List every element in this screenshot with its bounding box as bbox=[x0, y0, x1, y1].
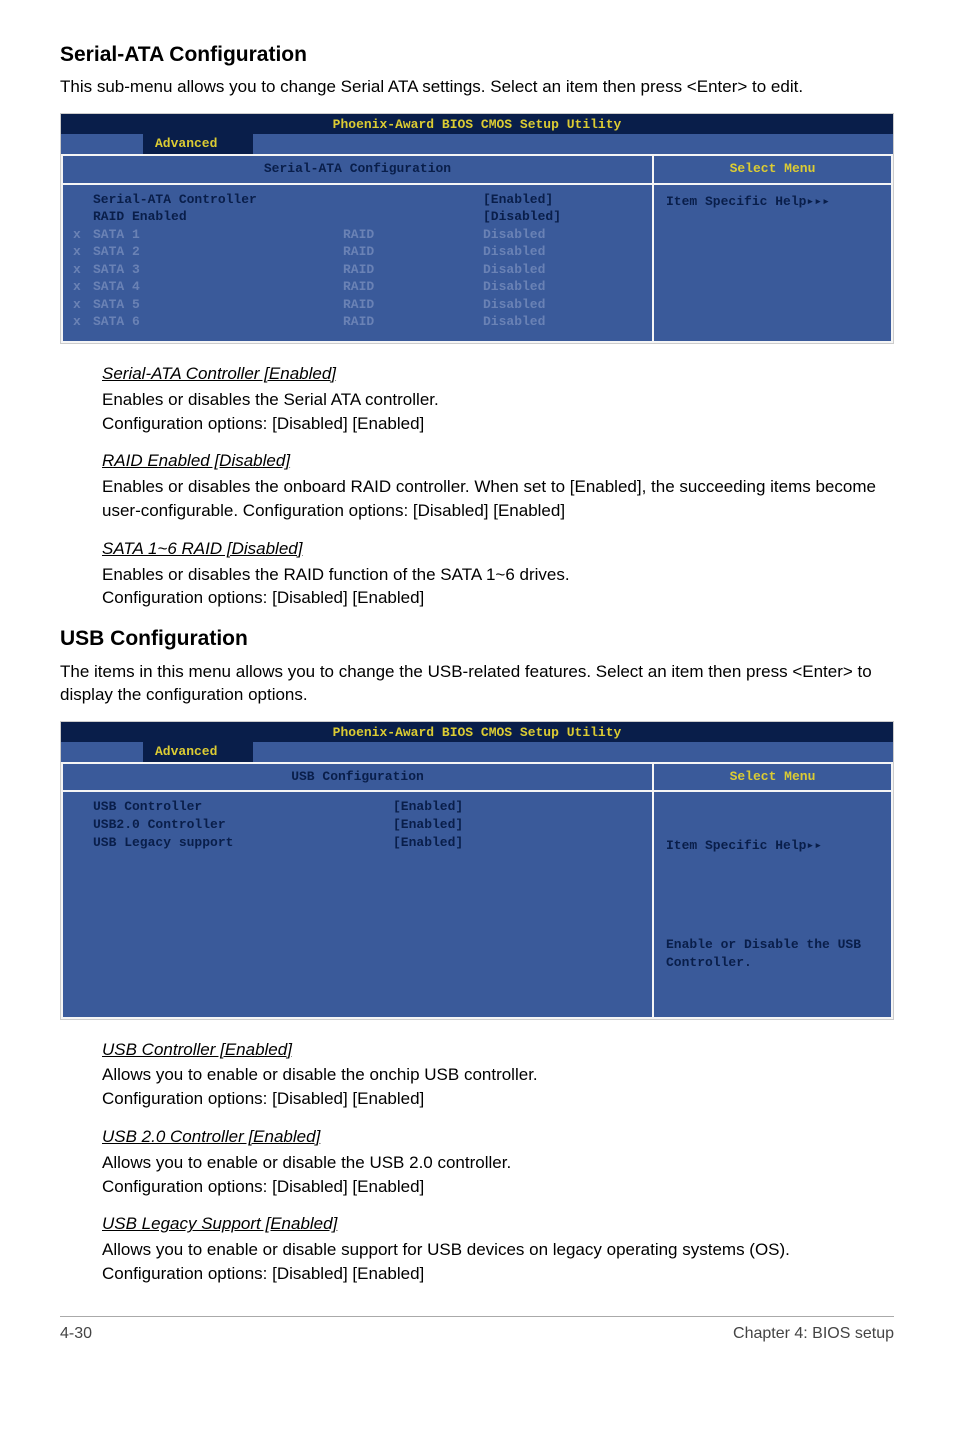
bios1-row: xSATA 5RAIDDisabled bbox=[73, 296, 642, 314]
section2-intro: The items in this menu allows you to cha… bbox=[60, 660, 894, 708]
bios-panel-sata: Phoenix-Award BIOS CMOS Setup Utility Ad… bbox=[60, 113, 894, 344]
bios2-title: Phoenix-Award BIOS CMOS Setup Utility bbox=[61, 722, 893, 742]
bios1-row: xSATA 6RAIDDisabled bbox=[73, 313, 642, 331]
bios2-help-line1: Item Specific Help▸▸ bbox=[666, 837, 879, 855]
bios2-active-tab: Advanced bbox=[143, 742, 253, 762]
explain-body: Enables or disables the RAID function of… bbox=[102, 563, 894, 611]
bios1-title: Phoenix-Award BIOS CMOS Setup Utility bbox=[61, 114, 893, 134]
bios1-tab-spacer bbox=[61, 134, 143, 154]
bios1-row: RAID Enabled[Disabled] bbox=[73, 208, 642, 226]
explain1: Serial-ATA Controller [Enabled]Enables o… bbox=[60, 362, 894, 610]
bios-panel-usb: Phoenix-Award BIOS CMOS Setup Utility Ad… bbox=[60, 721, 894, 1019]
bios2-help: Item Specific Help▸▸ Enable or Disable t… bbox=[654, 792, 891, 1016]
section2-title: USB Configuration bbox=[60, 624, 894, 653]
explain-body: Allows you to enable or disable the onch… bbox=[102, 1063, 894, 1111]
bios1-active-tab: Advanced bbox=[143, 134, 253, 154]
bios1-rows: Serial-ATA Controller[Enabled]RAID Enabl… bbox=[63, 185, 652, 341]
bios1-row: xSATA 2RAIDDisabled bbox=[73, 243, 642, 261]
bios1-right-col: Select Menu Item Specific Help▸▸▸ bbox=[653, 154, 893, 343]
bios2-left-col: USB Configuration USB Controller[Enabled… bbox=[61, 762, 653, 1018]
footer-left: 4-30 bbox=[60, 1323, 92, 1345]
explain-body: Enables or disables the onboard RAID con… bbox=[102, 475, 894, 523]
explain-heading: SATA 1~6 RAID [Disabled] bbox=[102, 537, 894, 561]
explain-body: Allows you to enable or disable the USB … bbox=[102, 1151, 894, 1199]
explain-heading: USB Legacy Support [Enabled] bbox=[102, 1212, 894, 1236]
bios2-help-line2: Enable or Disable the USB Controller. bbox=[666, 936, 879, 972]
explain2: USB Controller [Enabled]Allows you to en… bbox=[60, 1038, 894, 1286]
bios2-tab-spacer bbox=[61, 742, 143, 762]
explain-body: Enables or disables the Serial ATA contr… bbox=[102, 388, 894, 436]
section1-title: Serial-ATA Configuration bbox=[60, 40, 894, 69]
bios1-tab-rest bbox=[253, 134, 893, 154]
bios2-row: USB2.0 Controller[Enabled] bbox=[73, 816, 642, 834]
bios2-row: USB Legacy support[Enabled] bbox=[73, 834, 642, 852]
bios1-left-header: Serial-ATA Configuration bbox=[63, 156, 652, 184]
bios2-right-header: Select Menu bbox=[654, 764, 891, 792]
page-footer: 4-30 Chapter 4: BIOS setup bbox=[60, 1316, 894, 1345]
footer-right: Chapter 4: BIOS setup bbox=[733, 1323, 894, 1345]
bios1-row: Serial-ATA Controller[Enabled] bbox=[73, 191, 642, 209]
explain-heading: USB 2.0 Controller [Enabled] bbox=[102, 1125, 894, 1149]
bios1-row: xSATA 4RAIDDisabled bbox=[73, 278, 642, 296]
explain-heading: Serial-ATA Controller [Enabled] bbox=[102, 362, 894, 386]
bios2-tabrow: Advanced bbox=[61, 742, 893, 762]
explain-heading: USB Controller [Enabled] bbox=[102, 1038, 894, 1062]
explain-body: Allows you to enable or disable support … bbox=[102, 1238, 894, 1286]
bios2-row: USB Controller[Enabled] bbox=[73, 798, 642, 816]
bios1-row: xSATA 3RAIDDisabled bbox=[73, 261, 642, 279]
bios1-left-col: Serial-ATA Configuration Serial-ATA Cont… bbox=[61, 154, 653, 343]
bios1-row: xSATA 1RAIDDisabled bbox=[73, 226, 642, 244]
bios2-right-col: Select Menu Item Specific Help▸▸ Enable … bbox=[653, 762, 893, 1018]
bios1-right-header: Select Menu bbox=[654, 156, 891, 184]
bios2-left-header: USB Configuration bbox=[63, 764, 652, 792]
bios1-tabrow: Advanced bbox=[61, 134, 893, 154]
bios1-help: Item Specific Help▸▸▸ bbox=[654, 185, 891, 219]
bios2-tab-rest bbox=[253, 742, 893, 762]
section1-intro: This sub-menu allows you to change Seria… bbox=[60, 75, 894, 99]
explain-heading: RAID Enabled [Disabled] bbox=[102, 449, 894, 473]
bios2-rows: USB Controller[Enabled]USB2.0 Controller… bbox=[63, 792, 652, 861]
